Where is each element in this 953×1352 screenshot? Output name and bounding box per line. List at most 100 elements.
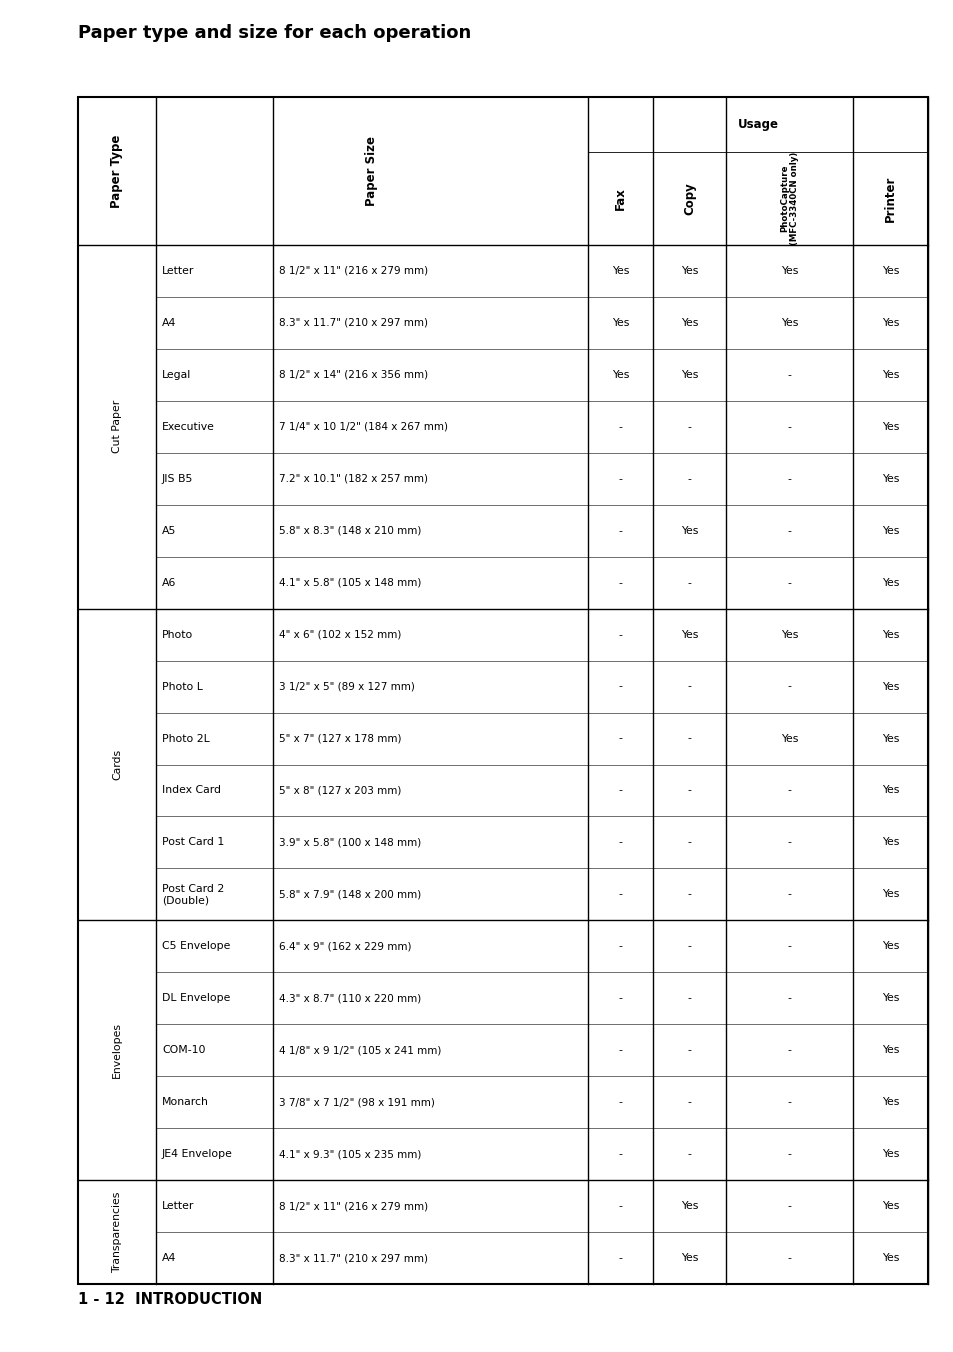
Text: Yes: Yes bbox=[881, 1253, 899, 1263]
Text: Yes: Yes bbox=[611, 318, 629, 329]
Text: -: - bbox=[787, 577, 791, 588]
Text: Envelopes: Envelopes bbox=[112, 1022, 122, 1079]
Text: -: - bbox=[787, 890, 791, 899]
Text: A6: A6 bbox=[162, 577, 176, 588]
Text: -: - bbox=[618, 473, 621, 484]
Text: -: - bbox=[618, 577, 621, 588]
Text: Photo 2L: Photo 2L bbox=[162, 734, 210, 744]
Text: 3 7/8" x 7 1/2" (98 x 191 mm): 3 7/8" x 7 1/2" (98 x 191 mm) bbox=[278, 1098, 435, 1107]
Text: 5.8" x 8.3" (148 x 210 mm): 5.8" x 8.3" (148 x 210 mm) bbox=[278, 526, 421, 535]
Text: -: - bbox=[618, 1149, 621, 1159]
Text: -: - bbox=[787, 370, 791, 380]
Text: Photo L: Photo L bbox=[162, 681, 203, 692]
Text: Paper type and size for each operation: Paper type and size for each operation bbox=[78, 24, 471, 42]
Text: -: - bbox=[787, 1149, 791, 1159]
Text: Yes: Yes bbox=[881, 1098, 899, 1107]
Text: Letter: Letter bbox=[162, 1201, 194, 1211]
Text: -: - bbox=[687, 422, 691, 431]
Text: 7 1/4" x 10 1/2" (184 x 267 mm): 7 1/4" x 10 1/2" (184 x 267 mm) bbox=[278, 422, 448, 431]
Text: Yes: Yes bbox=[881, 630, 899, 639]
Text: Photo: Photo bbox=[162, 630, 193, 639]
Text: A4: A4 bbox=[162, 1253, 176, 1263]
Text: Monarch: Monarch bbox=[162, 1098, 209, 1107]
Text: 1 - 12  INTRODUCTION: 1 - 12 INTRODUCTION bbox=[78, 1293, 262, 1307]
Text: Legal: Legal bbox=[162, 370, 191, 380]
Text: -: - bbox=[687, 1045, 691, 1055]
Text: Post Card 1: Post Card 1 bbox=[162, 837, 224, 848]
Text: Yes: Yes bbox=[881, 1149, 899, 1159]
Text: -: - bbox=[618, 1098, 621, 1107]
Text: Fax: Fax bbox=[614, 187, 626, 210]
Text: 4.3" x 8.7" (110 x 220 mm): 4.3" x 8.7" (110 x 220 mm) bbox=[278, 994, 421, 1003]
Text: Yes: Yes bbox=[611, 266, 629, 276]
Text: Yes: Yes bbox=[881, 681, 899, 692]
Text: 5" x 8" (127 x 203 mm): 5" x 8" (127 x 203 mm) bbox=[278, 786, 401, 795]
Text: Yes: Yes bbox=[881, 577, 899, 588]
Text: -: - bbox=[787, 1098, 791, 1107]
Text: Yes: Yes bbox=[881, 1045, 899, 1055]
Text: -: - bbox=[787, 681, 791, 692]
Text: Yes: Yes bbox=[881, 318, 899, 329]
Text: Yes: Yes bbox=[780, 630, 798, 639]
Text: -: - bbox=[687, 681, 691, 692]
Text: Yes: Yes bbox=[680, 526, 698, 535]
Text: -: - bbox=[618, 786, 621, 795]
Text: A5: A5 bbox=[162, 526, 176, 535]
Text: 5.8" x 7.9" (148 x 200 mm): 5.8" x 7.9" (148 x 200 mm) bbox=[278, 890, 421, 899]
Text: -: - bbox=[687, 1098, 691, 1107]
Text: Yes: Yes bbox=[680, 266, 698, 276]
Text: -: - bbox=[618, 422, 621, 431]
Text: Yes: Yes bbox=[611, 370, 629, 380]
Text: Paper Type: Paper Type bbox=[111, 134, 123, 208]
Text: Yes: Yes bbox=[881, 837, 899, 848]
Text: -: - bbox=[787, 994, 791, 1003]
Text: -: - bbox=[787, 473, 791, 484]
Text: -: - bbox=[618, 734, 621, 744]
Text: 3.9" x 5.8" (100 x 148 mm): 3.9" x 5.8" (100 x 148 mm) bbox=[278, 837, 421, 848]
Text: Yes: Yes bbox=[881, 890, 899, 899]
Text: Paper Size: Paper Size bbox=[365, 137, 378, 206]
Text: Yes: Yes bbox=[881, 526, 899, 535]
Text: Yes: Yes bbox=[881, 786, 899, 795]
Text: -: - bbox=[787, 1045, 791, 1055]
Text: Copy: Copy bbox=[682, 183, 696, 215]
Text: -: - bbox=[787, 786, 791, 795]
Text: 8 1/2" x 14" (216 x 356 mm): 8 1/2" x 14" (216 x 356 mm) bbox=[278, 370, 428, 380]
Text: Yes: Yes bbox=[780, 318, 798, 329]
Text: -: - bbox=[618, 1045, 621, 1055]
Text: JE4 Envelope: JE4 Envelope bbox=[162, 1149, 233, 1159]
Text: Yes: Yes bbox=[881, 994, 899, 1003]
Text: 8 1/2" x 11" (216 x 279 mm): 8 1/2" x 11" (216 x 279 mm) bbox=[278, 1201, 428, 1211]
Text: Yes: Yes bbox=[881, 734, 899, 744]
Text: Transparencies: Transparencies bbox=[112, 1191, 122, 1272]
Text: PhotoCapture
(MFC-3340CN only): PhotoCapture (MFC-3340CN only) bbox=[779, 151, 799, 245]
Text: DL Envelope: DL Envelope bbox=[162, 994, 230, 1003]
Text: Yes: Yes bbox=[881, 941, 899, 952]
Text: -: - bbox=[787, 422, 791, 431]
Text: 3 1/2" x 5" (89 x 127 mm): 3 1/2" x 5" (89 x 127 mm) bbox=[278, 681, 415, 692]
Text: -: - bbox=[687, 786, 691, 795]
Text: -: - bbox=[787, 941, 791, 952]
Text: -: - bbox=[787, 526, 791, 535]
Bar bbox=[78, 97, 927, 1284]
Text: 8.3" x 11.7" (210 x 297 mm): 8.3" x 11.7" (210 x 297 mm) bbox=[278, 1253, 428, 1263]
Text: 4.1" x 9.3" (105 x 235 mm): 4.1" x 9.3" (105 x 235 mm) bbox=[278, 1149, 421, 1159]
Text: Yes: Yes bbox=[680, 1201, 698, 1211]
Text: Index Card: Index Card bbox=[162, 786, 221, 795]
Text: Yes: Yes bbox=[881, 266, 899, 276]
Text: Cards: Cards bbox=[112, 749, 122, 780]
Text: -: - bbox=[687, 994, 691, 1003]
Text: Usage: Usage bbox=[737, 118, 778, 131]
Text: Yes: Yes bbox=[780, 734, 798, 744]
Text: 5" x 7" (127 x 178 mm): 5" x 7" (127 x 178 mm) bbox=[278, 734, 401, 744]
Text: -: - bbox=[687, 734, 691, 744]
Text: -: - bbox=[687, 577, 691, 588]
Text: -: - bbox=[687, 837, 691, 848]
Text: JIS B5: JIS B5 bbox=[162, 473, 193, 484]
Text: C5 Envelope: C5 Envelope bbox=[162, 941, 230, 952]
Text: -: - bbox=[618, 526, 621, 535]
Text: -: - bbox=[687, 941, 691, 952]
Text: -: - bbox=[618, 630, 621, 639]
Text: Yes: Yes bbox=[881, 473, 899, 484]
Text: -: - bbox=[687, 1149, 691, 1159]
